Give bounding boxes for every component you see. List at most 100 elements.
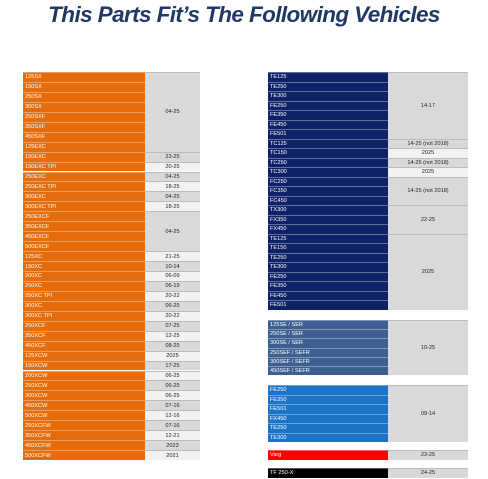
- model-cell: FX350: [268, 214, 388, 224]
- model-cell: 250XC TPI: [23, 290, 145, 301]
- model-cell: 125EXC: [23, 141, 145, 152]
- model-cell: 350XCFW: [23, 430, 145, 441]
- years-cell: 2023: [145, 440, 200, 451]
- model-cell: FX450: [268, 224, 388, 234]
- model-cell: FE350: [268, 394, 388, 404]
- years-cell: 10-25: [388, 320, 468, 376]
- years-cell: 22-25: [388, 205, 468, 234]
- model-cell: Varg: [268, 450, 388, 460]
- model-cell: 150SX: [23, 81, 145, 92]
- years-cell: 14-25 (not 2018): [388, 176, 468, 205]
- model-cell: 150EXC: [23, 151, 145, 162]
- model-cell: FE350: [268, 281, 388, 291]
- model-cell: TE300: [268, 432, 388, 442]
- model-cell: 450EXCF: [23, 231, 145, 242]
- model-cell: FE250: [268, 100, 388, 110]
- model-cell: 250XCFW: [23, 420, 145, 431]
- model-cell: 125SX: [23, 72, 145, 82]
- years-cell: 20-25: [145, 161, 200, 172]
- model-cell: 450SXF: [23, 131, 145, 142]
- model-cell: FE250: [268, 385, 388, 395]
- model-cell: 125XCW: [23, 350, 145, 361]
- years-cell: 23-25: [145, 151, 200, 162]
- title: This Parts Fit’s The Following Vehicles: [48, 2, 440, 27]
- model-cell: 150EXC TPI: [23, 161, 145, 172]
- years-cell: 24-25: [388, 468, 468, 478]
- model-cell: 350XCF: [23, 330, 145, 341]
- model-cell: TE150: [268, 243, 388, 253]
- model-cell: 150XC: [23, 261, 145, 271]
- years-cell: 12-25: [145, 330, 200, 341]
- years-cell: 04-25: [145, 171, 200, 182]
- model-cell: 350SXF: [23, 121, 145, 132]
- model-cell: FC350: [268, 186, 388, 196]
- model-cell: FE450: [268, 119, 388, 129]
- years-cell: 20-22: [145, 290, 200, 301]
- model-cell: FE450: [268, 290, 388, 300]
- model-cell: FE501: [268, 129, 388, 139]
- model-cell: TC300: [268, 167, 388, 177]
- model-cell: FE501: [268, 404, 388, 414]
- model-cell: TE125: [268, 72, 388, 82]
- model-cell: 250EXC TPI: [23, 181, 145, 192]
- model-cell: 300SEF / SEFR: [268, 356, 388, 366]
- model-cell: 450XCFW: [23, 440, 145, 451]
- years-cell: 08-25: [145, 340, 200, 351]
- model-cell: 450SEF / SEFR: [268, 366, 388, 376]
- years-cell: 04-25: [145, 191, 200, 202]
- years-cell: 18-25: [145, 181, 200, 192]
- model-cell: 300SX: [23, 101, 145, 112]
- model-cell: 150XCW: [23, 360, 145, 371]
- years-cell: 2025: [388, 148, 468, 158]
- years-cell: 2025: [145, 350, 200, 361]
- years-cell: 04-25: [145, 72, 200, 152]
- model-cell: TE300: [268, 91, 388, 101]
- years-cell: 07-16: [145, 420, 200, 431]
- years-cell: 06-19: [145, 280, 200, 291]
- model-cell: 250SX: [23, 91, 145, 102]
- model-cell: 300EXC: [23, 191, 145, 202]
- years-cell: 20-22: [145, 310, 200, 321]
- model-cell: 250SXF: [23, 111, 145, 122]
- model-cell: TE250: [268, 81, 388, 91]
- years-cell: 18-25: [145, 201, 200, 212]
- model-cell: 250XC: [23, 280, 145, 291]
- model-cell: 250SE / SER: [268, 329, 388, 339]
- model-cell: 350EXCF: [23, 221, 145, 232]
- model-cell: FE350: [268, 110, 388, 120]
- model-cell: 250EXC: [23, 171, 145, 182]
- model-cell: 125SE / SER: [268, 320, 388, 330]
- years-cell: 06-09: [145, 271, 200, 281]
- model-cell: FC450: [268, 195, 388, 205]
- model-cell: 200XCW: [23, 370, 145, 381]
- years-cell: 07-16: [145, 400, 200, 411]
- model-cell: 250XCF: [23, 320, 145, 331]
- model-cell: TE300: [268, 262, 388, 272]
- years-cell: 2025: [388, 167, 468, 177]
- years-cell: 23-25: [388, 450, 468, 460]
- model-cell: TE250: [268, 252, 388, 262]
- years-cell: 06-25: [145, 390, 200, 401]
- years-cell: 14-25 (not 2018): [388, 157, 468, 167]
- years-cell: 06-25: [145, 300, 200, 311]
- model-cell: 300XCW: [23, 390, 145, 401]
- model-cell: 500XCW: [23, 410, 145, 421]
- years-cell: 12-21: [145, 430, 200, 441]
- years-cell: 2025: [388, 233, 468, 310]
- model-cell: FC250: [268, 176, 388, 186]
- model-cell: 200XC: [23, 271, 145, 281]
- model-cell: 250EXCF: [23, 211, 145, 222]
- model-cell: TC250: [268, 157, 388, 167]
- years-cell: 04-25: [145, 211, 200, 252]
- model-cell: 500XCFW: [23, 450, 145, 461]
- years-cell: 14-25 (not 2018): [388, 138, 468, 148]
- model-cell: 250XCW: [23, 380, 145, 391]
- years-cell: 06-25: [145, 370, 200, 381]
- model-cell: TC125: [268, 138, 388, 148]
- model-cell: 450XCF: [23, 340, 145, 351]
- model-cell: 450XCW: [23, 400, 145, 411]
- model-cell: FE501: [268, 300, 388, 310]
- years-cell: 06-25: [145, 380, 200, 391]
- model-cell: 500EXCF: [23, 241, 145, 252]
